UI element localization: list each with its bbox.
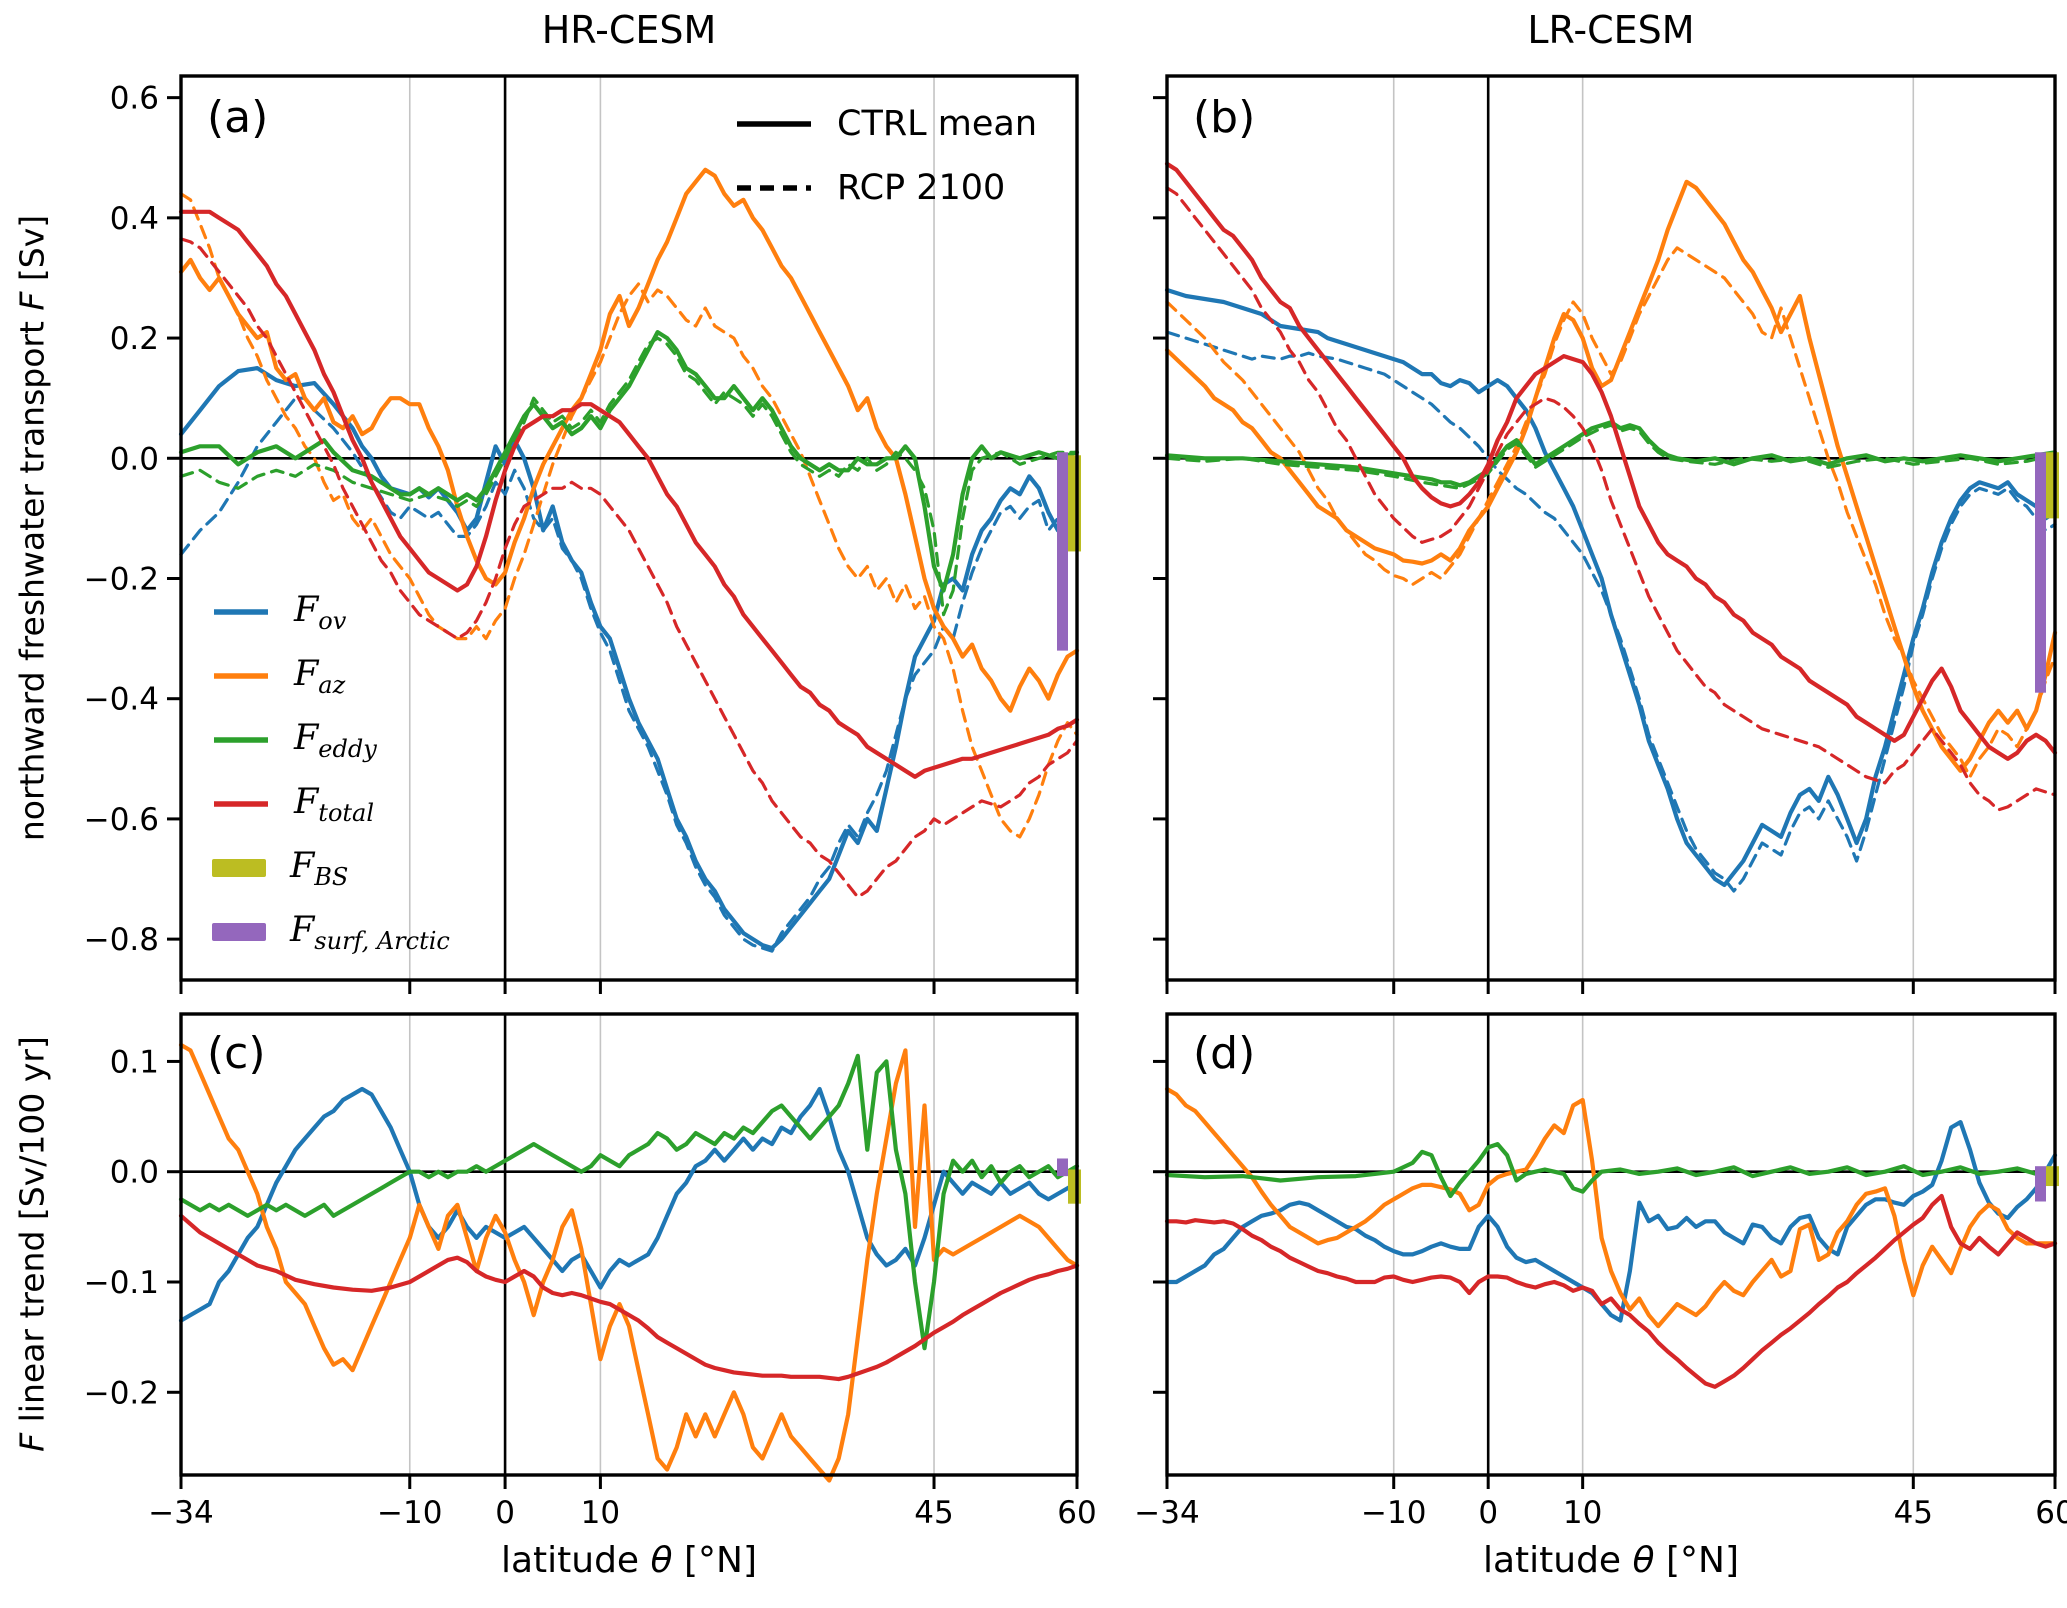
series-a-F_total-RCP <box>179 237 1079 899</box>
x-tick-label-d: 10 <box>1563 1495 1602 1531</box>
legend-line-sample-icon <box>214 737 268 743</box>
panel-frame-d <box>1165 1012 2057 1477</box>
y-tick-label-a: −0.2 <box>84 561 159 597</box>
x-tick-label-d: −10 <box>1361 1495 1426 1531</box>
legend-series-item-surf-Arctic: Fsurf, Arctic <box>212 900 450 964</box>
series-d-F_az-trend <box>1164 1086 2058 1329</box>
series-b-F_ov-RCP <box>1165 330 2057 893</box>
legend-style-label: RCP 2100 <box>837 168 1006 208</box>
bar-a-F_BS <box>1068 455 1081 552</box>
legend-series: Fov Faz Feddy Ftotal FBS Fsurf, Arctic <box>212 580 450 964</box>
chart-panel-d: −34 −10 0 10 45 60 <box>1134 1012 2067 1531</box>
x-tick-label-c: 60 <box>1057 1495 1096 1531</box>
y-tick-label-a: −0.4 <box>84 682 159 718</box>
legend-series-item-az: Faz <box>212 644 450 708</box>
series-b-F_az-RCP <box>1165 246 2057 779</box>
series-a-F_az-CTRL <box>178 167 1080 713</box>
series-c-F_total-trend <box>178 1213 1080 1382</box>
panel-label-b: (b) <box>1193 92 1256 143</box>
x-tick-label-c: 0 <box>495 1495 515 1531</box>
y-tick-label-a: 0.6 <box>110 81 159 117</box>
series-a-F_eddy-CTRL <box>178 330 1080 593</box>
x-axis-label-right: latitude θ [°N] <box>1482 1540 1740 1581</box>
y-tick-label-a: −0.8 <box>84 922 159 958</box>
legend-series-label: Fov <box>294 589 347 635</box>
bar-d-F_BS <box>2046 1166 2059 1187</box>
legend-series-item-ov: Fov <box>212 580 450 644</box>
x-tick-label-c: 45 <box>914 1495 953 1531</box>
panel-frame-b <box>1165 74 2057 982</box>
column-title-lr-cesm: LR-CESM <box>1527 8 1695 52</box>
legend-series-label: Ftotal <box>294 781 375 827</box>
y-tick-label-a: 0.0 <box>110 441 159 477</box>
x-tick-label-d: 0 <box>1478 1495 1498 1531</box>
legend-line-sample-icon <box>214 609 268 615</box>
legend-line-styles: CTRL mean RCP 2100 <box>735 92 1037 220</box>
y-axis-label-bottom: F linear trend [Sv/100 yr] <box>12 1036 52 1452</box>
panel-frame-a <box>179 74 1079 982</box>
legend-line-sample-icon <box>214 801 268 807</box>
x-tick-label-d: −34 <box>1134 1495 1199 1531</box>
series-c-F_ov-trend <box>178 1086 1080 1323</box>
x-tick-label-d: 45 <box>1894 1495 1933 1531</box>
series-b-F_total-CTRL <box>1164 161 2058 761</box>
x-axis-label-left: latitude θ [°N] <box>500 1540 758 1581</box>
y-axis-label-top: northward freshwater transport F [Sv] <box>12 214 52 842</box>
chart-panel-b <box>1153 74 2059 994</box>
x-tick-label-c: −34 <box>148 1495 213 1531</box>
y-tick-label-a: 0.4 <box>110 201 159 237</box>
legend-patch-sample-icon <box>212 859 266 877</box>
y-tick-label-a: −0.6 <box>84 802 159 838</box>
bar-c-F_surf_Arctic <box>1057 1158 1068 1177</box>
y-tick-label-c: 0.1 <box>110 1044 159 1080</box>
bar-c-F_BS <box>1068 1169 1081 1204</box>
legend-series-label: Fsurf, Arctic <box>290 909 450 955</box>
series-a-F_eddy-RCP <box>179 336 1079 617</box>
x-tick-label-d: 60 <box>2035 1495 2067 1531</box>
legend-patch-sample-icon <box>212 923 266 941</box>
legend-series-label: Feddy <box>294 717 377 763</box>
y-tick-label-c: 0.0 <box>110 1155 159 1191</box>
bar-b-F_BS <box>2046 452 2059 519</box>
chart-panel-a: 0.6 0.4 0.2 0.0 −0.2 −0.4 −0.6 −0.8 <box>84 74 1081 994</box>
bar-d-F_surf_Arctic <box>2035 1166 2046 1202</box>
series-b-F_ov-CTRL <box>1164 287 2058 888</box>
series-d-F_total-trend <box>1164 1193 2058 1389</box>
series-b-F_az-CTRL <box>1164 179 2058 773</box>
legend-style-label: CTRL mean <box>837 104 1038 144</box>
legend-series-item-BS: FBS <box>212 836 450 900</box>
y-tick-label-c: −0.2 <box>84 1375 159 1411</box>
panel-label-a: (a) <box>207 92 269 143</box>
panel-label-c: (c) <box>207 1028 266 1079</box>
legend-series-item-total: Ftotal <box>212 772 450 836</box>
series-d-F_ov-trend <box>1164 1119 2058 1323</box>
bar-b-F_surf_Arctic <box>2035 452 2046 693</box>
y-tick-label-a: 0.2 <box>110 321 159 357</box>
x-tick-label-c: −10 <box>377 1495 442 1531</box>
chart-panel-c: −34 −10 0 10 45 60 0.1 0.0 −0.1 −0.2 <box>84 1012 1097 1531</box>
legend-line-sample-icon <box>214 673 268 679</box>
x-tick-label-c: 10 <box>581 1495 620 1531</box>
legend-series-item-eddy: Feddy <box>212 708 450 772</box>
bar-a-F_surf_Arctic <box>1057 452 1068 651</box>
y-tick-label-c: −0.1 <box>84 1265 159 1301</box>
series-c-F_eddy-trend <box>178 1053 1080 1351</box>
series-b-F_total-RCP <box>1165 186 2057 812</box>
series-a-F_total-CTRL <box>178 209 1080 779</box>
panel-frame-c <box>179 1012 1079 1477</box>
panel-label-d: (d) <box>1193 1028 1256 1079</box>
series-d-F_eddy-trend <box>1164 1142 2058 1199</box>
legend-series-label: FBS <box>290 845 349 891</box>
legend-series-label: Faz <box>294 653 346 699</box>
column-title-hr-cesm: HR-CESM <box>541 8 717 52</box>
series-a-F_az-RCP <box>179 192 1079 839</box>
series-c-F_az-trend <box>178 1042 1080 1483</box>
dashed-line-sample-icon <box>737 185 811 191</box>
legend-style-item-rcp: RCP 2100 <box>735 156 1037 220</box>
solid-line-sample-icon <box>737 121 811 127</box>
series-b-F_eddy-CTRL <box>1164 420 2058 488</box>
legend-style-item-ctrl: CTRL mean <box>735 92 1037 156</box>
